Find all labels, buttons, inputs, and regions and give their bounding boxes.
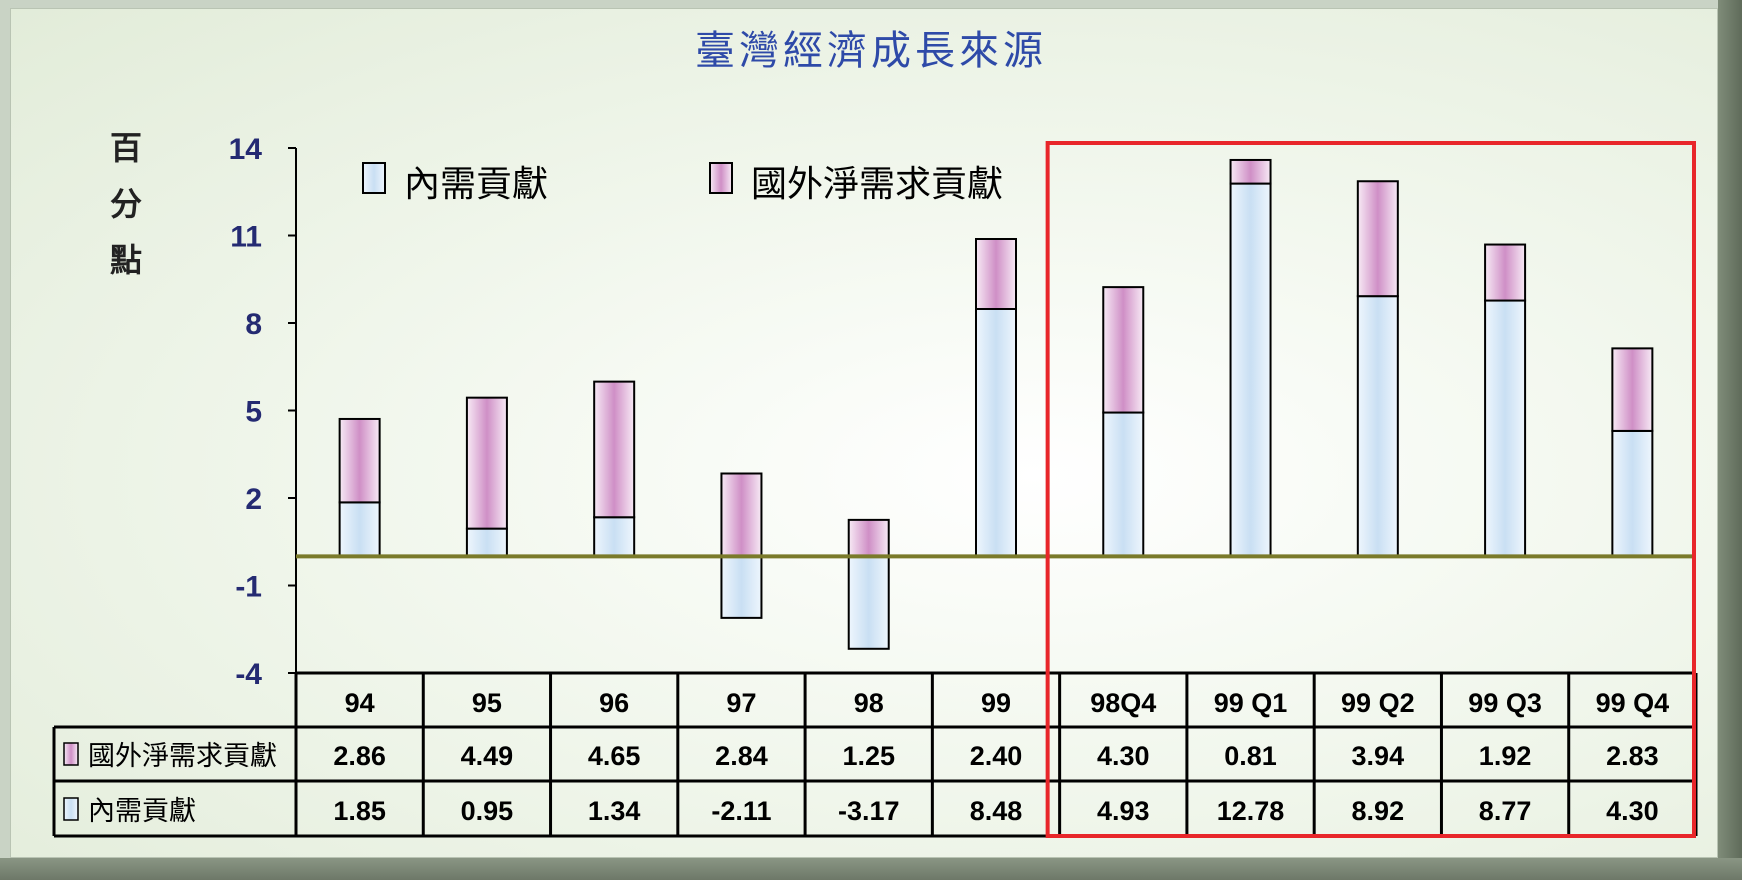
y-tick-label: -1 bbox=[235, 571, 262, 604]
table-cell-value: 12.78 bbox=[1217, 796, 1285, 826]
x-category-label: 95 bbox=[472, 688, 502, 718]
bar-domestic bbox=[338, 501, 381, 558]
bar-domestic bbox=[593, 516, 636, 558]
table-cell-value: 1.34 bbox=[588, 796, 641, 826]
frame-edge-right bbox=[1718, 0, 1742, 880]
bar-domestic bbox=[1611, 429, 1654, 558]
table-cell-value: 4.65 bbox=[588, 741, 641, 771]
table-cell-value: 0.95 bbox=[461, 796, 514, 826]
bar-foreign bbox=[465, 396, 508, 530]
bar-foreign bbox=[593, 380, 636, 519]
x-category-label: 97 bbox=[726, 688, 756, 718]
table-cell-value: 4.30 bbox=[1606, 796, 1659, 826]
table-cell-value: 8.92 bbox=[1352, 796, 1405, 826]
table-row-label: 內需貢獻 bbox=[88, 796, 196, 827]
x-category-label: 99 bbox=[981, 688, 1011, 718]
x-category-label: 96 bbox=[599, 688, 629, 718]
y-unit-char: 點 bbox=[109, 241, 142, 279]
bar-foreign bbox=[1484, 243, 1527, 302]
row-swatch-domestic bbox=[63, 797, 79, 821]
bar-domestic bbox=[720, 555, 763, 619]
frame-edge-bottom bbox=[0, 858, 1742, 880]
y-tick-label: 11 bbox=[230, 221, 262, 254]
table-cell-value: 2.86 bbox=[333, 741, 386, 771]
bar-foreign bbox=[1356, 180, 1399, 298]
table-cell-value: 4.93 bbox=[1097, 796, 1150, 826]
y-tick-label: -4 bbox=[235, 658, 262, 691]
y-tick-label: 5 bbox=[245, 396, 262, 429]
x-category-label: 99 Q1 bbox=[1214, 688, 1288, 718]
bar-foreign bbox=[847, 518, 890, 558]
bar-domestic bbox=[975, 308, 1017, 558]
table-cell-value: 1.85 bbox=[333, 796, 386, 826]
legend-label-foreign: 國外淨需求貢獻 bbox=[751, 164, 1003, 205]
bar-foreign bbox=[338, 417, 381, 504]
y-unit-char: 分 bbox=[109, 185, 142, 223]
table-cell-value: -2.11 bbox=[711, 796, 771, 826]
bar-domestic bbox=[1102, 411, 1145, 558]
legend-swatch-domestic bbox=[362, 162, 386, 194]
table-cell-value: 2.83 bbox=[1606, 741, 1659, 771]
bar-foreign bbox=[975, 238, 1017, 310]
bar-foreign bbox=[1611, 347, 1654, 432]
x-category-label: 99 Q4 bbox=[1596, 688, 1670, 718]
y-axis-unit-label: 百分點 bbox=[106, 120, 146, 288]
x-category-label: 94 bbox=[345, 688, 375, 718]
x-category-label: 98 bbox=[854, 688, 884, 718]
x-category-label: 99 Q2 bbox=[1341, 688, 1415, 718]
x-category-label: 98Q4 bbox=[1090, 688, 1156, 718]
bar-domestic bbox=[847, 555, 890, 650]
table-cell-value: 1.92 bbox=[1479, 741, 1532, 771]
y-tick-label: 2 bbox=[245, 483, 262, 516]
bar-foreign bbox=[1229, 158, 1272, 185]
table-cell-value: -3.17 bbox=[838, 796, 900, 826]
legend-label-domestic: 內需貢獻 bbox=[404, 164, 548, 205]
table-cell-value: 4.49 bbox=[461, 741, 514, 771]
legend-swatch-foreign bbox=[709, 162, 733, 194]
bar-foreign bbox=[1102, 286, 1145, 414]
table-cell-value: 0.81 bbox=[1224, 741, 1277, 771]
table-cell-value: 4.30 bbox=[1097, 741, 1150, 771]
table-cell-value: 8.48 bbox=[970, 796, 1023, 826]
table-cell-value: 8.77 bbox=[1479, 796, 1532, 826]
bar-domestic bbox=[1229, 182, 1272, 558]
bar-domestic bbox=[1484, 299, 1527, 558]
table-cell-value: 3.94 bbox=[1352, 741, 1405, 771]
row-swatch-foreign bbox=[63, 742, 79, 766]
y-tick-label: 8 bbox=[245, 308, 262, 341]
table-row-label: 國外淨需求貢獻 bbox=[88, 741, 277, 772]
chart-title: 臺灣經濟成長來源 bbox=[695, 28, 1047, 74]
bar-domestic bbox=[465, 527, 508, 558]
highlight-box bbox=[1045, 141, 1696, 838]
table-cell-value: 2.40 bbox=[970, 741, 1023, 771]
bar-foreign bbox=[720, 472, 763, 558]
table-cell-value: 2.84 bbox=[715, 741, 768, 771]
y-tick-label: 14 bbox=[229, 133, 263, 166]
x-category-label: 99 Q3 bbox=[1468, 688, 1542, 718]
table-cell-value: 1.25 bbox=[842, 741, 895, 771]
bar-domestic bbox=[1356, 295, 1399, 558]
y-unit-char: 百 bbox=[109, 129, 142, 167]
